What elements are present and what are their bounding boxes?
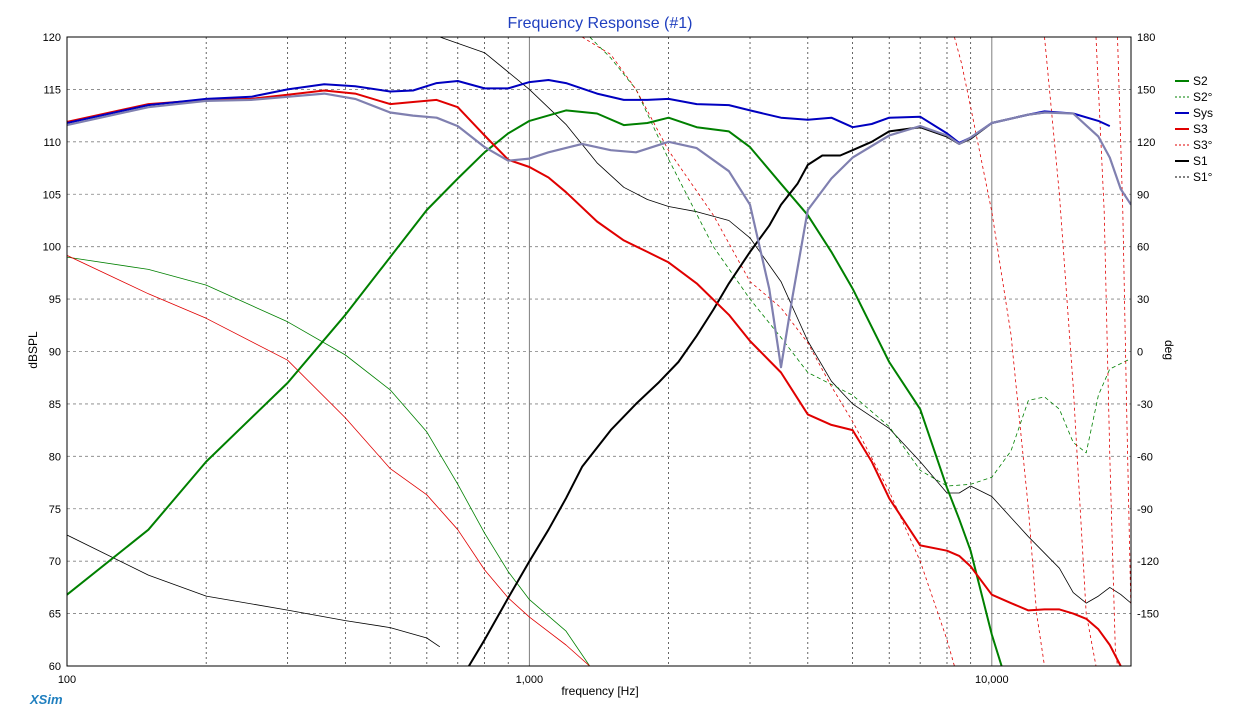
legend-label-s2: S2 [1193, 74, 1208, 88]
y-right-tick-label: 0 [1137, 347, 1143, 359]
y-right-tick-label: 90 [1137, 189, 1149, 201]
y-left-tick-label: 105 [43, 189, 61, 201]
plot-area [67, 37, 1131, 666]
series-s1-phase-b [439, 37, 1131, 604]
series-s3-phase-a [67, 255, 590, 666]
y-right-tick-label: -150 [1137, 609, 1159, 621]
y-left-tick-label: 115 [43, 84, 61, 96]
y-left-tick-label: 65 [49, 609, 61, 621]
series-s3-phase-b [581, 37, 955, 666]
legend: S2 S2° Sys S3 S3° S1 S1° [1175, 74, 1213, 184]
y-right-tick-label: -120 [1137, 556, 1159, 568]
series-s2 [67, 109, 1003, 666]
series-layer [67, 37, 1131, 666]
y-right-tick-label: -90 [1137, 504, 1153, 516]
y-left-tick-label: 80 [49, 451, 61, 463]
xsim-brand: XSim [29, 692, 63, 707]
x-tick-label: 100 [58, 674, 76, 686]
y-left-tick-label: 110 [43, 137, 61, 149]
series-s1-phase [67, 534, 441, 648]
y-right-tick-label: 150 [1137, 84, 1155, 96]
x-tick-label: 1,000 [516, 674, 544, 686]
y-left-tick-label: 90 [49, 347, 61, 359]
y-right-tick-label: -60 [1137, 451, 1153, 463]
y-right-tick-label: -30 [1137, 399, 1153, 411]
series-s2-phase-a [67, 256, 591, 666]
legend-label-sys: Sys [1193, 106, 1213, 120]
y-axis-left-label: dBSPL [26, 331, 40, 369]
series-s3-phase-d [1044, 37, 1097, 666]
legend-label-s1-phase: S1° [1193, 170, 1213, 184]
legend-label-s2-phase: S2° [1193, 90, 1213, 104]
series-s3 [67, 89, 1122, 666]
series-sys-unnamed [67, 92, 1131, 369]
y-left-tick-label: 100 [43, 242, 61, 254]
legend-label-s1: S1 [1193, 154, 1208, 168]
y-right-tick-label: 120 [1137, 137, 1155, 149]
y-left-tick-label: 60 [49, 661, 61, 673]
x-axis-label: frequency [Hz] [561, 684, 638, 698]
y-right-tick-label: 60 [1137, 242, 1149, 254]
axis-ticks: 60 65 70 75 80 85 90 95 100 105 110 115 120 -150 -120 -… [43, 32, 1159, 686]
y-axis-right-label: deg [1162, 340, 1176, 360]
chart-title: Frequency Response (#1) [508, 15, 693, 32]
series-s2-phase-b [589, 37, 1131, 487]
series-s3-phase-e [1095, 37, 1118, 666]
legend-label-s3-phase: S3° [1193, 138, 1213, 152]
plot-border [66, 36, 1132, 667]
y-left-tick-label: 95 [49, 294, 61, 306]
y-left-tick-label: 85 [49, 399, 61, 411]
y-left-tick-label: 70 [49, 556, 61, 568]
series-s3-phase-f [1117, 37, 1131, 614]
series-s3-phase-c [954, 37, 1045, 666]
y-left-tick-label: 120 [43, 32, 61, 44]
legend-label-s3: S3 [1193, 122, 1208, 136]
y-right-tick-label: 180 [1137, 32, 1155, 44]
x-tick-label: 10,000 [975, 674, 1009, 686]
y-right-tick-label: 30 [1137, 294, 1149, 306]
y-left-tick-label: 75 [49, 504, 61, 516]
